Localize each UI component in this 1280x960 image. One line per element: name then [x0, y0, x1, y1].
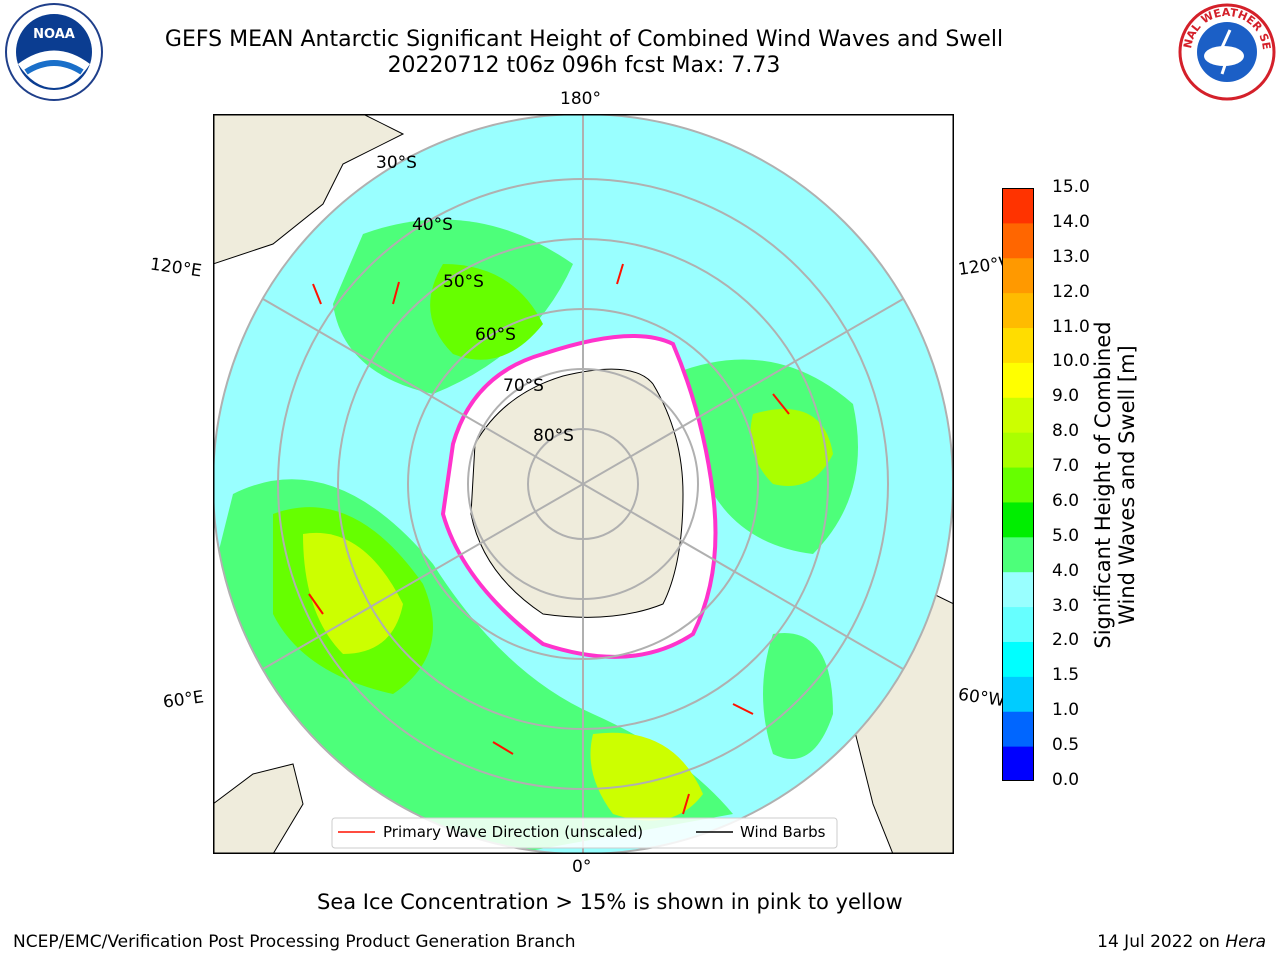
colorbar-segment	[1002, 222, 1034, 259]
colorbar-tick-label: 13.0	[1052, 246, 1090, 267]
map-legend: Primary Wave Direction (unscaled) Wind B…	[331, 817, 838, 849]
colorbar-tick-label: 2.0	[1052, 630, 1080, 651]
colorbar-tick-label: 1.5	[1052, 665, 1080, 686]
colorbar-tick-label: 6.0	[1052, 490, 1080, 511]
colorbar-tick-label: 3.0	[1052, 595, 1080, 616]
colorbar-tick-label: 0.0	[1052, 770, 1080, 790]
nws-logo: NATIONAL WEATHER SERVICE	[1176, 2, 1276, 101]
lon-label-0: 0°	[572, 857, 592, 877]
colorbar-segment	[1002, 257, 1034, 294]
colorbar-segment	[1002, 536, 1034, 573]
colorbar-segment	[1002, 606, 1034, 642]
colorbar-title-line1: Significant Height of Combined	[1091, 321, 1115, 649]
colorbar-segment	[1002, 432, 1034, 468]
colorbar-segment	[1002, 397, 1034, 433]
colorbar-segment	[1002, 501, 1034, 538]
lon-label-60e: 60°E	[161, 687, 206, 713]
legend-primary-wave: Primary Wave Direction (unscaled)	[383, 823, 643, 841]
chart-subtitle: 20220712 t06z 096h fcst Max: 7.73	[387, 53, 781, 78]
lat-label-30s: 30°S	[376, 153, 417, 173]
legend-wind-barbs: Wind Barbs	[740, 823, 826, 841]
colorbar-segment	[1002, 676, 1034, 712]
lat-label-80s: 80°S	[533, 426, 574, 446]
colorbar-title-line2: Wind Waves and Swell [m]	[1115, 345, 1139, 625]
colorbar-tick-label: 7.0	[1052, 456, 1080, 477]
colorbar-tick-label: 11.0	[1052, 316, 1090, 337]
lat-label-40s: 40°S	[412, 215, 453, 235]
lon-label-60w: 60°W	[956, 684, 1007, 712]
colorbar-segment	[1002, 467, 1034, 503]
polar-map: 30°S 40°S 50°S 60°S 70°S 80°S Primary Wa…	[213, 114, 954, 854]
colorbar-tick-label: 10.0	[1052, 351, 1090, 372]
colorbar-tick-label: 4.0	[1052, 560, 1080, 581]
footer-date: 14 Jul 2022 on Hera	[1097, 932, 1266, 952]
colorbar	[1002, 188, 1034, 781]
colorbar-tick-label: 15.0	[1052, 177, 1090, 197]
lat-label-50s: 50°S	[443, 272, 484, 292]
antarctica	[470, 368, 684, 618]
colorbar-segment	[1002, 188, 1034, 224]
sea-ice-note: Sea Ice Concentration > 15% is shown in …	[317, 890, 903, 914]
footer-date-text: 14 Jul 2022 on	[1097, 932, 1226, 952]
lon-label-180: 180°	[560, 89, 601, 109]
lat-label-70s: 70°S	[503, 376, 544, 396]
lon-label-120e: 120°E	[148, 254, 203, 282]
colorbar-segment	[1002, 746, 1034, 781]
colorbar-tick-label: 12.0	[1052, 281, 1090, 302]
colorbar-tick-label: 0.5	[1052, 735, 1080, 756]
colorbar-segment	[1002, 362, 1034, 398]
map-border	[213, 114, 954, 854]
noaa-logo: NOAA	[5, 3, 103, 101]
lat-label-60s: 60°S	[475, 325, 516, 345]
colorbar-tick-label: 1.0	[1052, 700, 1080, 721]
colorbar-tick-label: 9.0	[1052, 386, 1080, 407]
colorbar-tick-label: 5.0	[1052, 525, 1080, 546]
colorbar-segment	[1002, 641, 1034, 677]
chart-title: GEFS MEAN Antarctic Significant Height o…	[164, 27, 1004, 52]
colorbar-title: Significant Height of Combined Wind Wave…	[1091, 285, 1139, 685]
wave-direction-arrows	[308, 263, 790, 815]
footer-host: Hera	[1225, 932, 1266, 952]
colorbar-segment	[1002, 571, 1034, 608]
footer-credit: NCEP/EMC/Verification Post Processing Pr…	[13, 932, 576, 952]
colorbar-segment	[1002, 327, 1034, 363]
colorbar-segment	[1002, 292, 1034, 329]
colorbar-tick-label: 14.0	[1052, 211, 1090, 232]
colorbar-segment	[1002, 711, 1034, 747]
colorbar-tick-label: 8.0	[1052, 421, 1080, 442]
noaa-logo-text: NOAA	[33, 27, 75, 42]
